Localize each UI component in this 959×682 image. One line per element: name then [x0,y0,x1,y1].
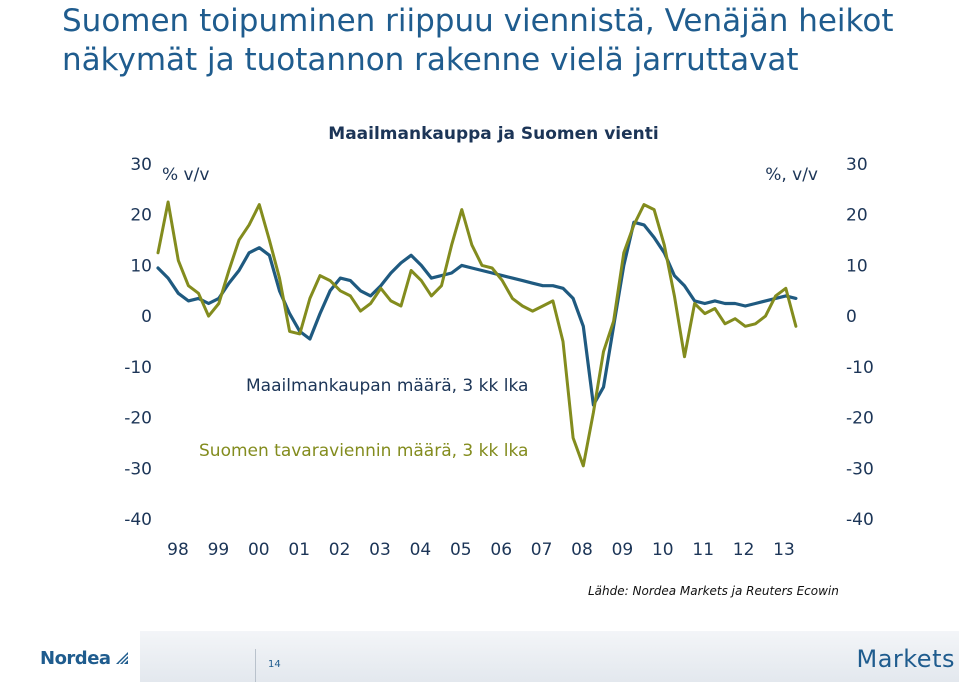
y-tick-label-right: 30 [846,155,868,175]
y-tick-label-left: 20 [130,206,152,226]
markets-brand: Markets [856,645,955,673]
y-tick-label-left: 10 [130,256,152,276]
slide-title-line-1: Suomen toipuminen riippuu viennistä, Ven… [62,3,894,39]
y-tick-label-left: -20 [124,409,152,429]
footer-band [0,631,959,682]
left-axis-label: % v/v [162,165,209,185]
y-tick-label-right: -40 [846,510,874,530]
x-tick-label: 08 [571,540,593,560]
x-tick-label: 05 [450,540,472,560]
x-tick-label: 00 [248,540,270,560]
footer: Nordea 14 Markets [0,631,959,682]
x-tick-label: 98 [167,540,189,560]
left-y-axis: 30 20 10 0 -10 -20 -30 -40 [124,155,152,530]
y-tick-label-right: 0 [846,307,857,327]
y-tick-label-left: -30 [124,459,152,479]
x-tick-label: 12 [733,540,755,560]
chart-title: Maailmankauppa ja Suomen vienti [328,124,659,144]
x-tick-label: 06 [490,540,512,560]
y-tick-label-right: 10 [846,256,868,276]
x-tick-label: 09 [612,540,634,560]
page-number: 14 [268,659,281,670]
series-label-finland-exports: Suomen tavaraviennin määrä, 3 kk lka [199,441,528,461]
series-label-world-trade: Maailmankaupan määrä, 3 kk lka [246,376,528,396]
right-axis-label: %, v/v [765,165,818,185]
y-tick-label-left: 30 [130,155,152,175]
slide-title: Suomen toipuminen riippuu viennistä, Ven… [62,2,942,80]
x-tick-label: 99 [208,540,230,560]
y-tick-label-right: -20 [846,409,874,429]
x-tick-label: 01 [288,540,310,560]
y-tick-label-right: 20 [846,206,868,226]
y-tick-label-right: -30 [846,459,874,479]
x-tick-label: 04 [410,540,432,560]
x-axis: 98 99 00 01 02 03 04 05 06 07 08 09 10 11 12 13 [167,540,795,560]
x-tick-label: 07 [531,540,553,560]
x-tick-label: 10 [652,540,674,560]
footer-divider [255,649,256,682]
x-tick-label: 02 [329,540,351,560]
y-tick-label-left: 0 [141,307,152,327]
y-tick-label-left: -40 [124,510,152,530]
x-tick-label: 11 [692,540,714,560]
nordea-logo-text: Nordea [40,647,111,669]
footer-logo-area [0,631,140,682]
nordea-logo: Nordea [40,647,130,669]
series-line-world-trade [156,220,798,407]
series-layer [156,200,798,468]
slide-title-line-2: näkymät ja tuotannon rakenne vielä jarru… [62,42,799,78]
series-line-finland-exports [156,200,798,468]
source-note: Lähde: Nordea Markets ja Reuters Ecowin [588,584,839,598]
nordea-sail-icon [115,652,129,665]
y-tick-label-right: -10 [846,358,874,378]
x-tick-label: 03 [369,540,391,560]
x-tick-label: 13 [773,540,795,560]
y-tick-label-left: -10 [124,358,152,378]
right-y-axis: 30 20 10 0 -10 -20 -30 -40 [846,155,874,530]
